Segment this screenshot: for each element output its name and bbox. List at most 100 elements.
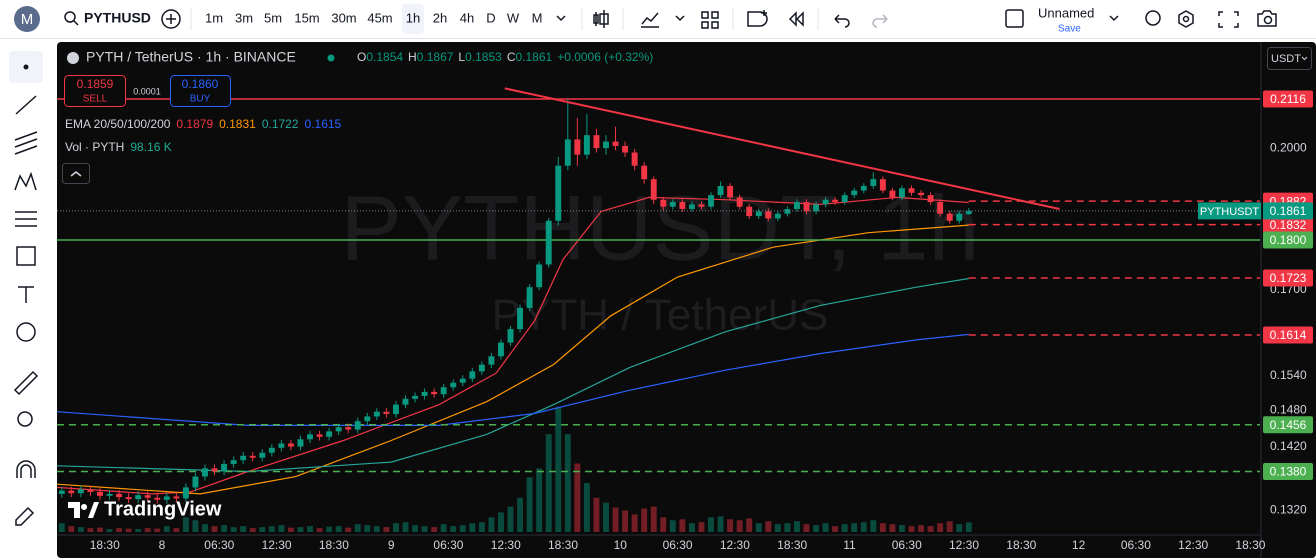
pattern-tool[interactable] — [14, 171, 37, 191]
volume-bar — [431, 527, 438, 532]
volume-bar — [832, 526, 839, 532]
level-label-bg — [1263, 269, 1313, 287]
shape-tool[interactable] — [16, 246, 36, 266]
interval[interactable]: 2h — [433, 10, 447, 25]
candle-body — [297, 439, 304, 447]
interval-dropdown[interactable] — [556, 15, 566, 22]
candle-body — [641, 165, 648, 180]
interval[interactable]: 5m — [264, 10, 282, 25]
volume-bar — [287, 527, 294, 532]
quick-search[interactable] — [1145, 10, 1161, 26]
interval[interactable]: 45m — [367, 10, 392, 25]
trend-line-tool[interactable] — [15, 95, 37, 115]
volume-bar — [345, 527, 352, 532]
redo-button[interactable] — [872, 14, 888, 28]
volume-bar — [97, 527, 103, 532]
zoom-tool[interactable] — [17, 411, 33, 427]
candle-body — [335, 427, 342, 432]
ohlc-letter: H — [408, 50, 417, 64]
layout-name[interactable]: Unnamed — [1038, 5, 1094, 20]
symbol[interactable]: PYTHUSD — [84, 10, 151, 26]
indicators-dropdown[interactable] — [675, 15, 685, 22]
candle-body — [402, 398, 409, 405]
y-tick-label: 0.1420 — [1270, 439, 1307, 453]
volume-bar — [240, 526, 247, 532]
draw-mode-tool[interactable] — [15, 506, 35, 526]
candle-body — [517, 307, 524, 330]
text-tool[interactable] — [18, 286, 34, 303]
replay-button[interactable] — [788, 11, 804, 27]
icon-tool[interactable] — [16, 322, 36, 342]
volume-bar — [765, 521, 772, 532]
volume-bar — [717, 516, 724, 532]
level-label: 0.1723 — [1270, 271, 1307, 285]
interval[interactable]: 4h — [460, 10, 474, 25]
buy-label: BUY — [190, 94, 211, 105]
x-tick-label: 10 — [614, 538, 628, 552]
interval[interactable]: 30m — [331, 10, 356, 25]
save-label[interactable]: Save — [1058, 24, 1081, 35]
volume-bar — [459, 525, 466, 532]
layouts-button[interactable] — [701, 11, 719, 29]
candle-body — [68, 490, 75, 494]
layout-icon[interactable] — [1005, 9, 1024, 28]
sell-button[interactable] — [64, 75, 126, 107]
candle-body — [622, 145, 629, 153]
candle-body — [316, 434, 323, 437]
candle-body — [383, 411, 390, 415]
volume-bar — [965, 522, 972, 532]
candle-body — [58, 490, 65, 494]
candle-body — [899, 188, 905, 198]
layout-dropdown[interactable] — [1109, 15, 1119, 22]
candle-body — [708, 195, 714, 207]
magnet-tool[interactable] — [16, 460, 36, 478]
search-icon — [73, 20, 79, 26]
buy-button[interactable] — [170, 75, 231, 107]
interval[interactable]: 15m — [294, 10, 319, 25]
volume-bar — [440, 524, 447, 532]
y-tick-label: 0.1540 — [1270, 368, 1307, 382]
volume-bar — [249, 528, 256, 532]
interval[interactable]: 1m — [205, 10, 223, 25]
volume-bar — [412, 525, 418, 532]
interval[interactable]: M — [532, 10, 543, 25]
spread: 0.0001 — [133, 86, 161, 96]
avatar[interactable] — [14, 6, 40, 32]
measure-tool[interactable] — [13, 370, 39, 396]
candle-body — [259, 452, 266, 458]
volume-bar — [402, 522, 409, 532]
volume-bar — [230, 527, 237, 532]
fib-tool[interactable] — [14, 131, 38, 155]
candle-body — [163, 496, 170, 500]
volume-bar — [202, 524, 208, 532]
collapse-legend[interactable] — [62, 163, 90, 184]
currency-button[interactable] — [1267, 47, 1312, 70]
settings-button[interactable] — [1178, 10, 1194, 28]
candle-body — [793, 202, 800, 210]
interval[interactable]: 3m — [235, 10, 253, 25]
x-tick-label: 12:30 — [1178, 538, 1208, 552]
candle-body — [545, 220, 552, 265]
fullscreen-button[interactable] — [1218, 11, 1239, 28]
interval[interactable]: D — [486, 10, 495, 25]
indicators-button[interactable] — [641, 12, 659, 28]
search-icon[interactable] — [64, 11, 76, 23]
candle-body — [221, 463, 228, 472]
projection-tool[interactable] — [15, 211, 37, 227]
candle-body — [268, 447, 275, 453]
candle-body — [116, 493, 123, 498]
chart-type-button[interactable] — [593, 10, 609, 28]
interval[interactable]: W — [507, 10, 520, 25]
candle-body — [679, 202, 686, 210]
candle-body — [927, 195, 934, 203]
compare-button[interactable] — [161, 9, 181, 29]
candle-body — [240, 455, 247, 461]
candle-body — [765, 211, 772, 219]
interval[interactable]: 1h — [406, 10, 420, 25]
candle-body — [583, 135, 590, 155]
snapshot-button[interactable] — [1257, 10, 1277, 27]
alert-button[interactable] — [747, 10, 768, 27]
candle-body — [832, 199, 839, 203]
level-label: 0.1456 — [1270, 418, 1307, 432]
undo-button[interactable] — [834, 14, 850, 28]
